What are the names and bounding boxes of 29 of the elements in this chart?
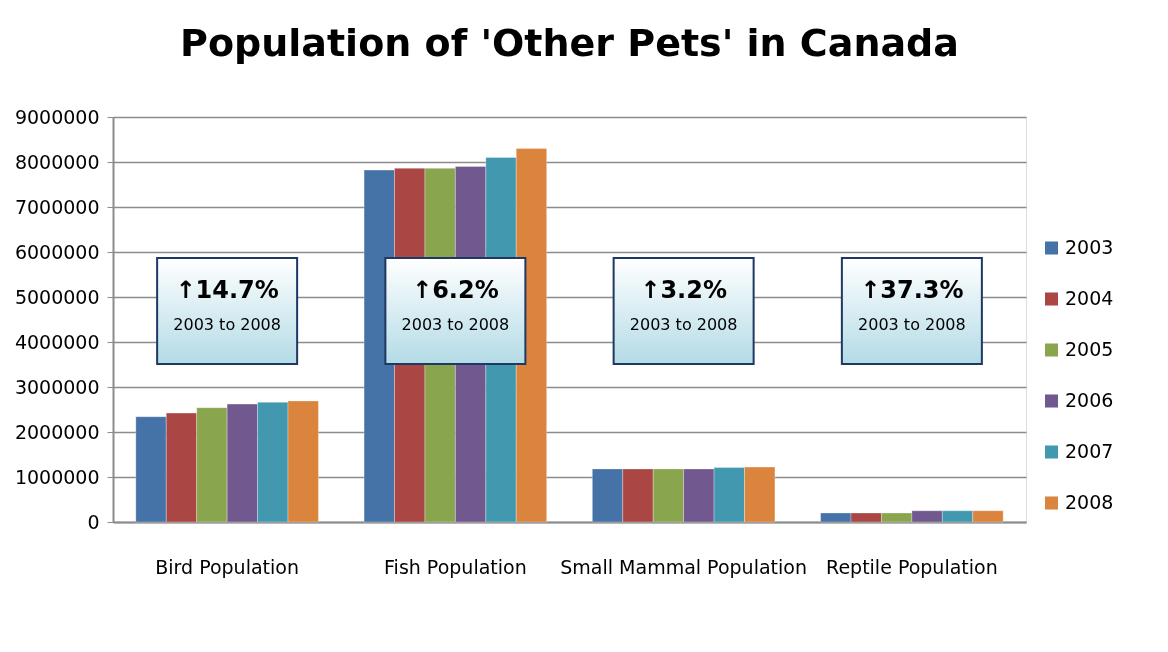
legend-label: 2005	[1065, 338, 1114, 360]
legend-label: 2007	[1065, 440, 1114, 462]
annotation: ↑14.7%	[175, 276, 279, 304]
legend-label: 2006	[1065, 389, 1114, 411]
annotation: ↑37.3%	[860, 276, 964, 304]
legend-label: 2004	[1065, 287, 1114, 309]
y-tick-label: 2000000	[14, 420, 100, 443]
chart-title: Population of 'Other Pets' in Canada	[180, 21, 959, 65]
x-tick-label: Reptile Population	[826, 555, 998, 578]
annotation: 2003 to 2008	[401, 315, 510, 334]
annotation: ↑6.2%	[412, 276, 499, 304]
y-tick-label: 9000000	[14, 105, 100, 128]
legend-label: 2008	[1065, 491, 1114, 513]
annotation: 2003 to 2008	[173, 315, 281, 334]
annotation: 2003 to 2008	[629, 315, 738, 334]
annotation: ↑3.2%	[640, 276, 727, 304]
y-tick-label: 0	[87, 510, 100, 533]
annotation: 2003 to 2008	[858, 315, 966, 334]
x-tick-label: Bird Population	[155, 555, 299, 578]
y-tick-label: 3000000	[14, 375, 100, 398]
y-tick-label: 4000000	[14, 330, 100, 353]
x-tick-label: Small Mammal Population	[560, 555, 807, 578]
y-tick-label: 5000000	[14, 285, 100, 308]
y-tick-label: 1000000	[14, 465, 100, 488]
x-tick-label: Fish Population	[384, 555, 527, 578]
y-tick-label: 8000000	[14, 150, 100, 173]
y-tick-label: 7000000	[14, 195, 100, 218]
legend-label: 2003	[1065, 236, 1114, 258]
y-tick-label: 6000000	[14, 240, 100, 263]
